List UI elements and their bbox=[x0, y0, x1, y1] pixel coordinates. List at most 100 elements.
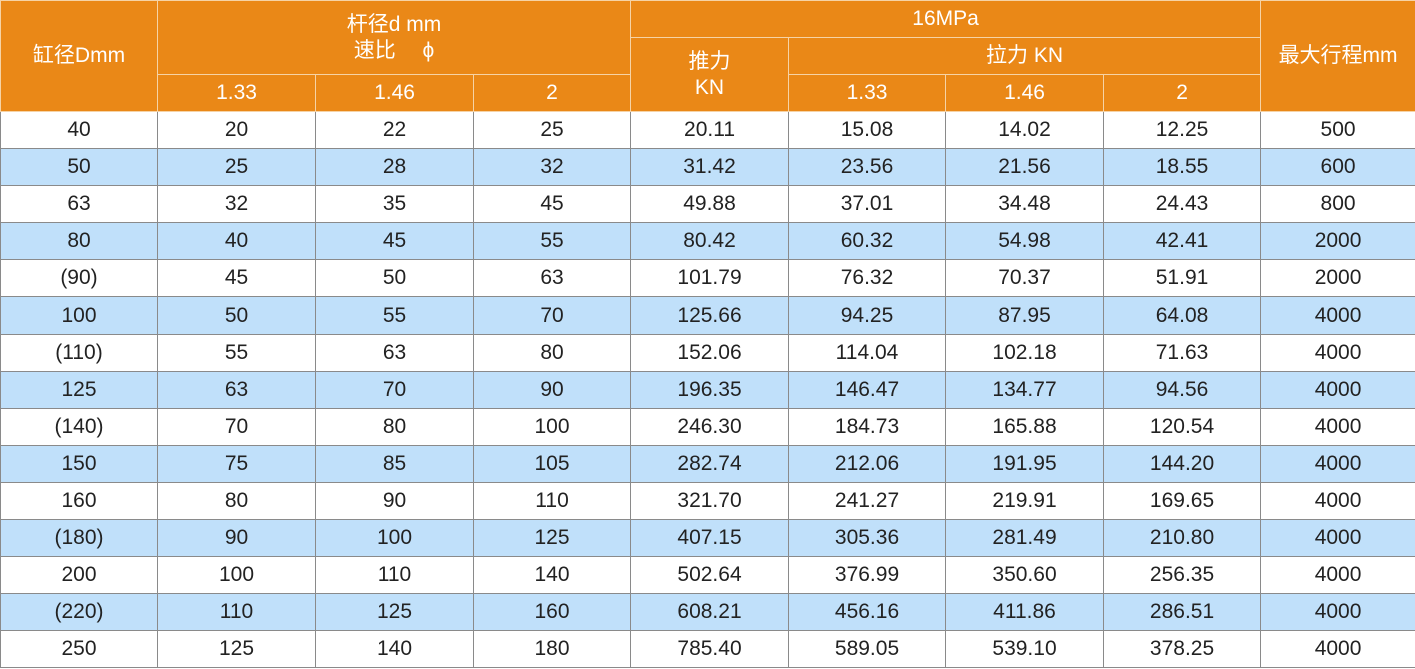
table-cell: 40 bbox=[0, 110, 158, 150]
table-cell: 45 bbox=[315, 222, 474, 261]
table-cell: 589.05 bbox=[788, 630, 947, 669]
table-row: 40 20 22 25 20.11 15.08 14.02 12.25 500 bbox=[0, 110, 1415, 150]
table-row: (180) 90 100 125 407.15 305.36 281.49 210.80 400… bbox=[0, 519, 1415, 558]
table-row: (110) 55 63 80 152.06 114.04 102.18 71.63 4000 bbox=[0, 333, 1415, 372]
table-cell: 50 bbox=[157, 296, 316, 335]
header-rod: 杆径d mm 速比 ϕ bbox=[156, 0, 632, 75]
table-cell: 219.91 bbox=[945, 481, 1105, 521]
table-cell: 40 bbox=[157, 222, 316, 261]
table-cell: 210.80 bbox=[1103, 519, 1262, 558]
header-push-line2: KN bbox=[694, 75, 725, 99]
table-row: 160 80 90 110 321.70 241.27 219.91 169.65 4000 bbox=[0, 481, 1415, 521]
table-cell: 55 bbox=[157, 333, 316, 372]
table-row: 200 100 110 140 502.64 376.99 350.60 256.35 4000 bbox=[0, 556, 1415, 595]
table-cell: 21.56 bbox=[945, 148, 1105, 187]
table-cell: 51.91 bbox=[1103, 259, 1262, 298]
table-cell: 70 bbox=[157, 407, 316, 446]
table-cell: 144.20 bbox=[1103, 444, 1262, 483]
table-cell: (180) bbox=[0, 519, 158, 558]
table-cell: 165.88 bbox=[945, 407, 1105, 446]
table-cell: 102.18 bbox=[945, 333, 1105, 372]
header-rod-ratio: 1.33 bbox=[157, 74, 316, 112]
table-cell: 321.70 bbox=[630, 481, 790, 521]
table-cell: 539.10 bbox=[945, 630, 1105, 669]
table-cell: 114.04 bbox=[788, 333, 947, 372]
table-cell: 25 bbox=[157, 148, 316, 187]
table-cell: 140 bbox=[315, 630, 474, 669]
table-cell: 70.37 bbox=[945, 259, 1105, 298]
table-cell: 12.25 bbox=[1103, 110, 1262, 150]
table-cell: 184.73 bbox=[788, 407, 947, 446]
table-cell: 42.41 bbox=[1103, 222, 1262, 261]
table-cell: 31.42 bbox=[630, 148, 790, 187]
table-cell: 105 bbox=[472, 444, 632, 483]
table-cell: 75 bbox=[157, 444, 316, 483]
table-cell: 4000 bbox=[1260, 593, 1415, 632]
table-cell: 608.21 bbox=[630, 593, 790, 632]
table-row: 100 50 55 70 125.66 94.25 87.95 64.08 4000 bbox=[0, 296, 1415, 335]
table-cell: 63 bbox=[472, 259, 632, 298]
table-cell: 378.25 bbox=[1103, 630, 1262, 669]
table-cell: 4000 bbox=[1260, 556, 1415, 595]
table-cell: 134.77 bbox=[945, 370, 1105, 409]
table-cell: 4000 bbox=[1260, 481, 1415, 521]
table-cell: 60.32 bbox=[788, 222, 947, 261]
table-cell: 110 bbox=[315, 556, 474, 595]
header-rod-line2: 速比 ϕ bbox=[353, 38, 435, 62]
table-cell: 350.60 bbox=[945, 556, 1105, 595]
table-cell: 411.86 bbox=[945, 593, 1105, 632]
table-cell: 23.56 bbox=[788, 148, 947, 187]
table-cell: 246.30 bbox=[630, 407, 790, 446]
table-row: 63 32 35 45 49.88 37.01 34.48 24.43 800 bbox=[0, 185, 1415, 224]
table-cell: 456.16 bbox=[788, 593, 947, 632]
table-cell: 125.66 bbox=[630, 296, 790, 335]
table-cell: 100 bbox=[157, 556, 316, 595]
table-cell: 4000 bbox=[1260, 407, 1415, 446]
table-row: 250 125 140 180 785.40 589.05 539.10 378.25 4000 bbox=[0, 630, 1415, 669]
table-cell: 15.08 bbox=[788, 110, 947, 150]
table-cell: 100 bbox=[472, 407, 632, 446]
table-cell: 110 bbox=[157, 593, 316, 632]
table-cell: 101.79 bbox=[630, 259, 790, 298]
table-cell: 22 bbox=[315, 110, 474, 150]
table-row: (90) 45 50 63 101.79 76.32 70.37 51.91 2000 bbox=[0, 259, 1415, 298]
table-cell: 90 bbox=[472, 370, 632, 409]
table-cell: 125 bbox=[157, 630, 316, 669]
table-cell: 80 bbox=[0, 222, 158, 261]
table-cell: 125 bbox=[472, 519, 632, 558]
table-row: (220) 110 125 160 608.21 456.16 411.86 286.51 40… bbox=[0, 593, 1415, 632]
table-cell: 70 bbox=[315, 370, 474, 409]
table-cell: 250 bbox=[0, 630, 158, 669]
table-cell: 80 bbox=[472, 333, 632, 372]
table-cell: 64.08 bbox=[1103, 296, 1262, 335]
table-cell: 71.63 bbox=[1103, 333, 1262, 372]
header-stroke: 最大行程mm bbox=[1260, 0, 1415, 112]
table-cell: 63 bbox=[157, 370, 316, 409]
table-cell: 94.56 bbox=[1103, 370, 1262, 409]
table-cell: 282.74 bbox=[630, 444, 790, 483]
table-cell: 180 bbox=[472, 630, 632, 669]
header-pull-ratio: 1.33 bbox=[788, 74, 947, 112]
table-cell: 212.06 bbox=[788, 444, 947, 483]
header-push-line1: 推力 bbox=[688, 49, 731, 73]
table-cell: 191.95 bbox=[945, 444, 1105, 483]
header-rod-ratio: 2 bbox=[472, 74, 632, 112]
table-cell: 80 bbox=[157, 481, 316, 521]
table-cell: 152.06 bbox=[630, 333, 790, 372]
table-cell: 110 bbox=[472, 481, 632, 521]
table-cell: 35 bbox=[315, 185, 474, 224]
table-cell: 54.98 bbox=[945, 222, 1105, 261]
table-cell: 37.01 bbox=[788, 185, 947, 224]
table-cell: 90 bbox=[157, 519, 316, 558]
table-cell: (90) bbox=[0, 259, 158, 298]
table-cell: 18.55 bbox=[1103, 148, 1262, 187]
table-cell: 305.36 bbox=[788, 519, 947, 558]
table-cell: 25 bbox=[472, 110, 632, 150]
table-cell: 120.54 bbox=[1103, 407, 1262, 446]
table-cell: 76.32 bbox=[788, 259, 947, 298]
table-cell: 2000 bbox=[1260, 259, 1415, 298]
header-pull: 拉力 KN bbox=[788, 37, 1262, 75]
header-pull-ratio: 2 bbox=[1103, 74, 1262, 112]
table-cell: 55 bbox=[315, 296, 474, 335]
